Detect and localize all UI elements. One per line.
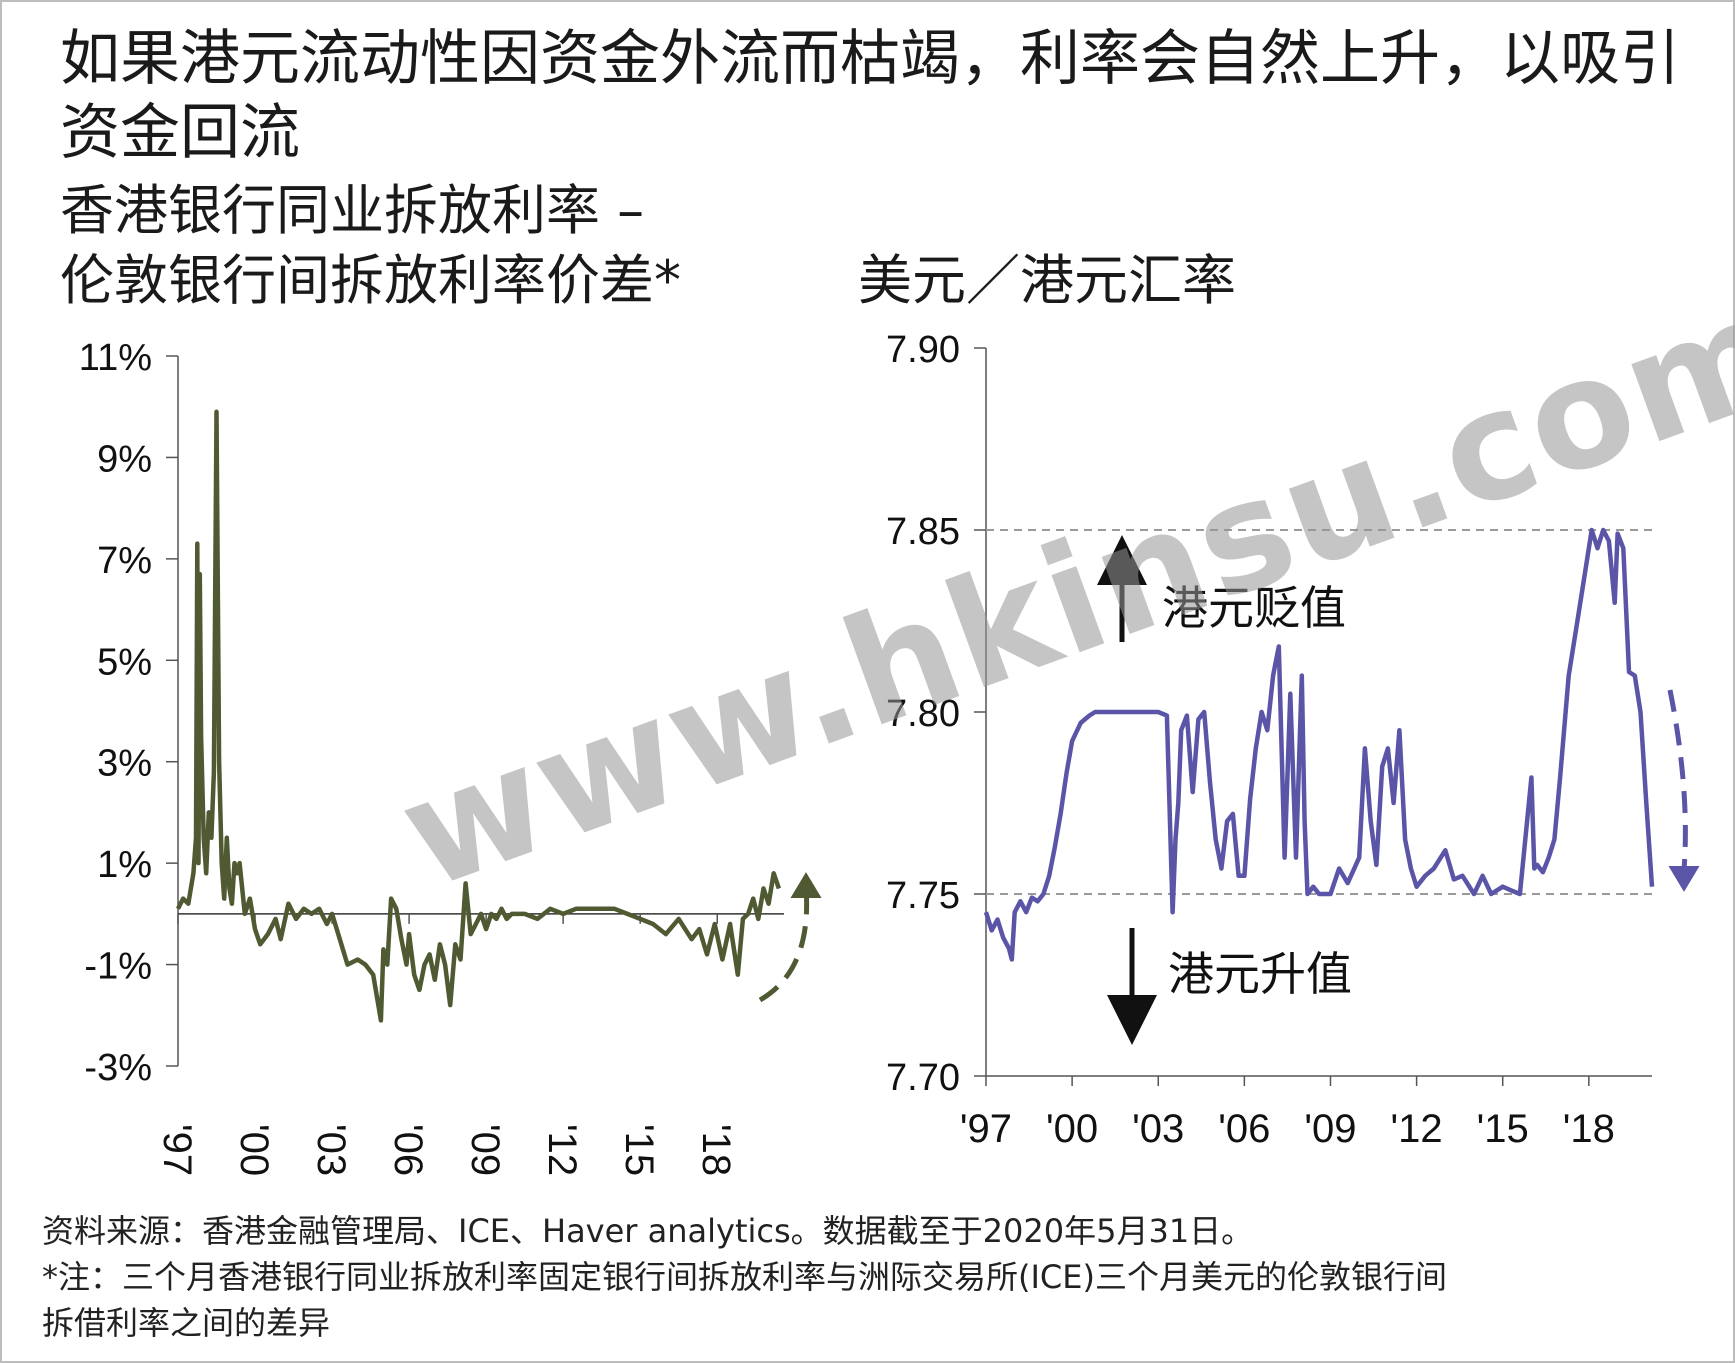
- right-x-tick-label: '15: [1477, 1107, 1529, 1151]
- left-x-tick-label: '00: [232, 1124, 276, 1176]
- hkd-strengthen-label: 港元升值: [1168, 947, 1352, 1001]
- right-chart-title: 美元／港元汇率: [858, 249, 1236, 312]
- left-x-tick-label: '09: [463, 1124, 507, 1176]
- left-chart-title-line2: 伦敦银行间拆放利率价差*: [60, 249, 681, 312]
- headline: 如果港元流动性因资金外流而枯竭，利率会自然上升，以吸引资金回流: [60, 24, 1680, 168]
- left-series-line: [175, 409, 782, 1023]
- right-downward-arrowhead: [1668, 866, 1700, 892]
- source-note: 资料来源：香港金融管理局、ICE、Haver analytics。数据截至于20…: [42, 1212, 1254, 1250]
- left-x-tick-label: '03: [309, 1124, 353, 1176]
- left-y-tick-label: 9%: [97, 438, 152, 480]
- right-series-line: [983, 527, 1655, 962]
- left-x-tick-label: '12: [540, 1124, 584, 1176]
- right-y-tick-label: 7.90: [886, 329, 960, 371]
- right-y-tick-label: 7.75: [886, 875, 960, 917]
- right-y-tick-label: 7.80: [886, 693, 960, 735]
- left-y-tick-label: -3%: [84, 1047, 152, 1089]
- right-x-tick-label: '00: [1046, 1107, 1098, 1151]
- right-x-tick-label: '97: [960, 1107, 1012, 1151]
- definition-note-line2: 拆借利率之间的差异: [42, 1304, 331, 1342]
- right-chart: 7.90 7.85 7.80 7.75 7.70'97 '00 '03 '06 '09 '12 '1…: [886, 329, 1700, 1151]
- definition-note-line1: *注：三个月香港银行同业拆放利率固定银行间拆放利率与洲际交易所(ICE)三个月美…: [42, 1258, 1447, 1296]
- right-y-tick-label: 7.70: [886, 1057, 960, 1099]
- left-chart-title: 香港银行同业拆放利率 – 伦敦银行间拆放利率价差*: [60, 176, 820, 316]
- left-x-tick-label: '18: [694, 1124, 738, 1176]
- footer: 资料来源：香港金融管理局、ICE、Haver analytics。数据截至于20…: [42, 1208, 1702, 1346]
- left-x-tick-label: '15: [617, 1124, 661, 1176]
- left-y-tick-label: 5%: [97, 641, 152, 683]
- left-x-tick-label: '97: [155, 1124, 199, 1176]
- hkd-weaken-label: 港元贬值: [1162, 581, 1346, 635]
- left-upward-dashed-arrow: [758, 887, 810, 1003]
- left-y-tick-label: 11%: [79, 337, 152, 379]
- right-x-tick-label: '03: [1132, 1107, 1184, 1151]
- left-upward-arrowhead: [790, 872, 822, 898]
- left-chart-title-line1: 香港银行同业拆放利率 –: [60, 179, 645, 242]
- left-y-tick-label: 1%: [97, 844, 152, 886]
- right-x-tick-label: '06: [1218, 1107, 1270, 1151]
- left-y-tick-label: -1%: [84, 946, 152, 988]
- left-chart: 11% 9% 7% 5% 3% 1% -1% -3%'97 '00 '03 '06 '09 '12 '15…: [79, 337, 822, 1176]
- right-x-tick-label: '18: [1563, 1107, 1615, 1151]
- right-downward-dashed-arrow: [1667, 689, 1688, 871]
- right-x-tick-label: '12: [1391, 1107, 1443, 1151]
- right-y-tick-label: 7.85: [886, 511, 960, 553]
- left-y-tick-label: 7%: [97, 540, 152, 582]
- left-x-tick-label: '06: [386, 1124, 430, 1176]
- right-x-tick-label: '09: [1304, 1107, 1356, 1151]
- left-y-tick-label: 3%: [97, 743, 152, 785]
